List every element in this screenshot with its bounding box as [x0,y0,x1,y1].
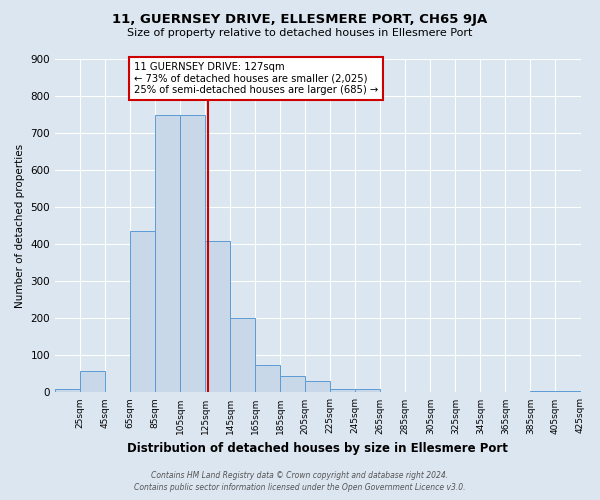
Bar [305,382,330,392]
Bar [180,114,205,392]
Y-axis label: Number of detached properties: Number of detached properties [15,144,25,308]
Bar [80,372,105,392]
Bar [255,364,280,392]
Text: 11, GUERNSEY DRIVE, ELLESMERE PORT, CH65 9JA: 11, GUERNSEY DRIVE, ELLESMERE PORT, CH65… [112,12,488,26]
Bar [130,232,155,392]
Bar [530,390,556,392]
Text: Size of property relative to detached houses in Ellesmere Port: Size of property relative to detached ho… [127,28,473,38]
Bar [280,376,305,392]
Text: 11 GUERNSEY DRIVE: 127sqm
← 73% of detached houses are smaller (2,025)
25% of se: 11 GUERNSEY DRIVE: 127sqm ← 73% of detac… [134,62,378,95]
Bar [55,388,80,392]
Bar [355,388,380,392]
Bar [205,242,230,392]
Bar [556,390,581,392]
Bar [230,318,255,392]
Bar [155,114,180,392]
Bar [330,388,355,392]
Text: Contains HM Land Registry data © Crown copyright and database right 2024.
Contai: Contains HM Land Registry data © Crown c… [134,471,466,492]
X-axis label: Distribution of detached houses by size in Ellesmere Port: Distribution of detached houses by size … [127,442,508,455]
